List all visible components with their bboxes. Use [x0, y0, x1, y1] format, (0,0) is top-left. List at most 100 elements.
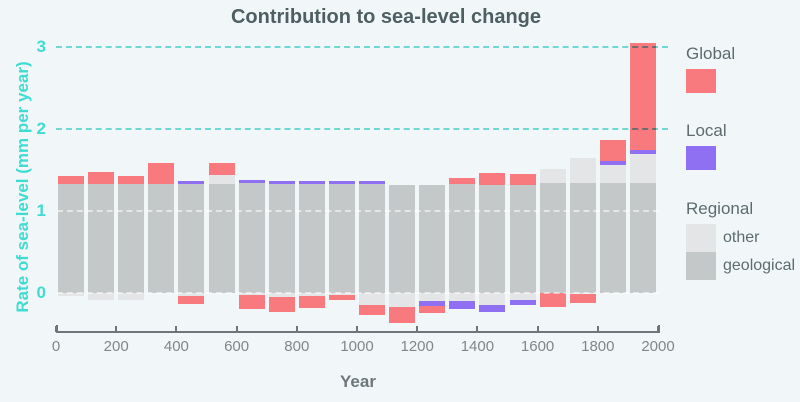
bar-segment-global	[479, 173, 506, 185]
bar-segment-geological	[298, 183, 325, 293]
legend-swatch-local	[686, 146, 716, 170]
bar-segment-geological	[509, 184, 536, 293]
bar-segment-local	[359, 181, 386, 184]
bar-segment-global-negative	[569, 293, 596, 303]
bar-segment-other-negative	[58, 293, 85, 297]
x-tick-label: 800	[284, 338, 310, 355]
legend-row-geological: geological	[686, 252, 800, 280]
bar-segment-local	[599, 160, 626, 166]
bar-segment-geological	[629, 183, 656, 293]
x-tick-label: 1400	[460, 338, 495, 355]
x-axis-tick	[416, 326, 419, 332]
y-tick-label: 0	[36, 283, 46, 302]
bar-segment-geological	[268, 183, 295, 293]
bar-segment-other-negative	[88, 293, 115, 300]
x-tick-label: 2000	[641, 338, 675, 355]
gridline-white-1	[57, 210, 659, 212]
x-axis-tick	[356, 326, 358, 332]
legend-label-regional: Regional	[686, 199, 754, 218]
bar-segment-global	[148, 162, 175, 184]
bar-segment-global	[599, 140, 626, 161]
bar-segment-geological	[479, 184, 506, 293]
x-tick-label: 200	[103, 338, 129, 355]
x-axis-tick	[235, 326, 238, 332]
bar-segment-geological	[419, 184, 446, 293]
x-axis-tick	[657, 326, 659, 332]
bar-segment-geological	[178, 183, 205, 293]
legend-row-other: other	[686, 224, 800, 252]
bar-segment-geological	[148, 183, 175, 293]
legend-label-geological: geological	[723, 257, 796, 274]
bar-segment-local-negative	[479, 305, 506, 312]
bar-segment-geological	[449, 183, 476, 293]
bar-segment-global	[208, 163, 235, 175]
bar-segment-other-negative	[449, 293, 476, 302]
legend-spacer	[684, 170, 800, 199]
bar-segment-other-negative	[509, 293, 536, 300]
bar-segment-global-negative	[359, 305, 386, 316]
bar-segment-geological	[88, 183, 115, 293]
x-tick-label: 1800	[581, 338, 615, 355]
bar-segment-global	[58, 175, 85, 184]
legend-spacer	[684, 93, 800, 121]
gridline-white-0	[57, 292, 659, 294]
x-axis-line	[56, 331, 660, 333]
bar-segment-other-negative	[479, 293, 506, 306]
bar-segment-global-negative	[328, 295, 355, 301]
bar-segment-other	[208, 174, 235, 184]
gridline-cyan-2	[56, 128, 668, 130]
x-tick-label: 1000	[340, 338, 374, 355]
x-tick-label: 600	[224, 338, 250, 355]
legend-label-other: other	[723, 229, 760, 246]
legend-label-global: Global	[686, 44, 736, 63]
bar-segment-local-negative	[419, 301, 446, 307]
legend-label-local: Local	[686, 121, 727, 140]
bar-segment-other	[629, 154, 656, 184]
bar-segment-other	[599, 165, 626, 184]
x-axis-endcap	[56, 325, 58, 332]
x-tick-label: 400	[163, 338, 189, 355]
bar-segment-global-negative	[238, 294, 265, 310]
bar-segment-geological	[118, 183, 145, 293]
legend-swatch-geological	[686, 252, 716, 280]
x-axis-title: Year	[340, 372, 376, 391]
bar-segment-local-negative	[509, 299, 536, 306]
bar-segment-global-negative	[298, 296, 325, 308]
bar-segment-local	[629, 150, 656, 155]
bar-segment-global-negative	[268, 297, 295, 312]
bar-segment-global	[629, 42, 656, 151]
x-axis-tick	[596, 326, 599, 332]
x-axis-endcap	[658, 325, 660, 332]
bar-segment-local-negative	[449, 301, 476, 310]
bar-segment-global-negative	[178, 296, 205, 305]
bar-segment-other-negative	[178, 293, 205, 297]
bar-segment-local	[178, 181, 205, 184]
y-tick-label: 3	[36, 37, 46, 56]
x-tick-label: 1600	[520, 338, 555, 355]
x-axis-tick	[115, 326, 118, 332]
bar-segment-local	[328, 181, 355, 184]
x-tick-label: 0	[51, 338, 61, 355]
bar-segment-global	[118, 175, 145, 184]
x-axis-tick	[536, 326, 539, 332]
legend: Global Local Regional other geological	[684, 44, 800, 280]
bar-segment-global-negative	[419, 306, 446, 314]
bar-segment-geological	[599, 183, 626, 293]
bar-segment-geological	[208, 183, 235, 293]
legend-swatch-other	[686, 224, 716, 252]
bar-segment-geological	[539, 183, 566, 293]
bar-segment-global-negative	[539, 293, 566, 307]
bar-segment-other-negative	[419, 293, 446, 302]
x-axis-tick	[295, 326, 298, 332]
bar-segment-geological	[569, 183, 596, 293]
bar-segment-local	[298, 180, 325, 184]
y-tick-label: 2	[36, 119, 46, 138]
bar-segment-local	[268, 181, 295, 184]
bar-segment-other-negative	[298, 293, 325, 297]
x-tick-label: 1200	[400, 338, 434, 355]
bar-segment-geological	[389, 184, 416, 293]
chart-title: Contribution to sea-level change	[230, 6, 542, 28]
x-axis-tick	[175, 326, 178, 332]
